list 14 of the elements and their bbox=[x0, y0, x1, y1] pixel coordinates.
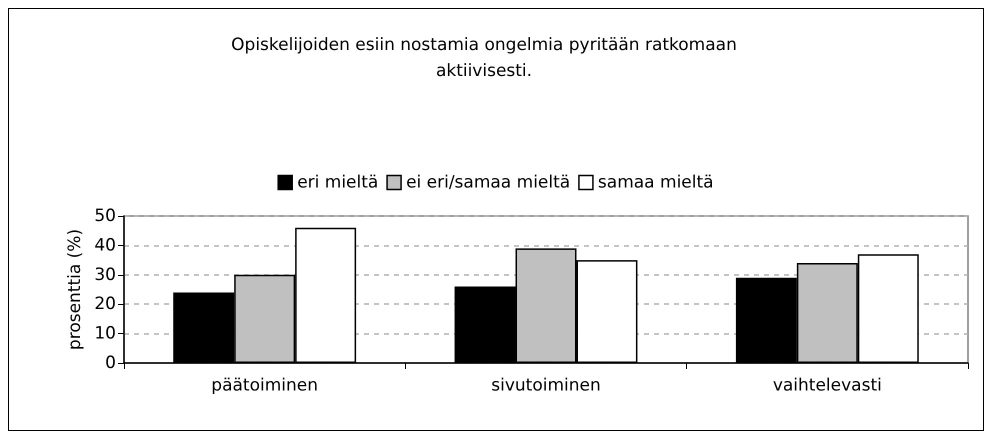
y-axis-title: prosenttia (%) bbox=[64, 228, 85, 350]
y-tick-label: 20 bbox=[94, 294, 116, 314]
y-tick-label: 10 bbox=[94, 324, 116, 344]
y-tick-label: 50 bbox=[94, 206, 116, 226]
chart-title: Opiskelijoiden esiin nostamia ongelmia pyritään ratkomaan aktiivisesti. bbox=[231, 35, 737, 81]
legend-label: samaa mieltä bbox=[598, 172, 714, 192]
legend-label: eri mieltä bbox=[297, 172, 378, 192]
x-tick-label: vaihtelevasti bbox=[772, 376, 882, 396]
legend-label: ei eri/samaa mieltä bbox=[406, 172, 570, 192]
y-tick-label: 40 bbox=[94, 235, 116, 256]
y-tick-label: 0 bbox=[105, 353, 116, 373]
y-tick-label: 30 bbox=[94, 264, 116, 285]
x-tick-label: sivutoiminen bbox=[491, 376, 601, 396]
x-tick-label: päätoiminen bbox=[211, 376, 318, 396]
